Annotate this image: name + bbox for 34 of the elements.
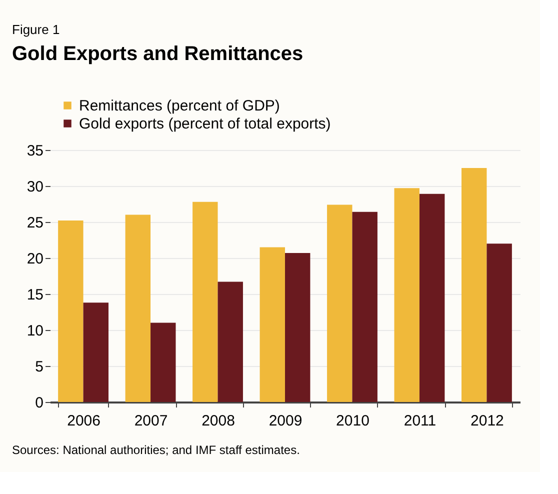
x-tick-label: 2008 xyxy=(202,412,235,430)
y-tick-label: 35 xyxy=(26,142,44,160)
y-tick-label: 10 xyxy=(26,322,44,340)
bar xyxy=(83,302,108,402)
bar xyxy=(352,212,378,402)
bar xyxy=(218,282,243,402)
x-tick-label: 2007 xyxy=(134,412,168,430)
bar xyxy=(125,214,151,402)
x-tick-label: 2006 xyxy=(67,412,100,430)
bar xyxy=(462,168,487,402)
bar xyxy=(394,188,420,402)
bar xyxy=(327,204,352,402)
legend-label: Remittances (percent of GDP) xyxy=(79,98,280,114)
y-tick-label: 20 xyxy=(26,250,44,268)
source-note: Sources: National authorities; and IMF staff estimates. xyxy=(12,443,300,457)
y-tick-label: 15 xyxy=(26,286,44,304)
bar xyxy=(486,244,512,402)
bar xyxy=(192,202,218,402)
bar xyxy=(58,220,84,402)
legend-label: Gold exports (percent of total exports) xyxy=(79,116,331,132)
bar xyxy=(419,194,445,402)
x-tick-label: 2012 xyxy=(470,412,504,430)
y-tick-label: 30 xyxy=(26,178,44,196)
y-tick-label: 5 xyxy=(35,358,44,376)
bar xyxy=(285,252,310,402)
x-tick-label: 2010 xyxy=(336,412,370,430)
x-tick-label: 2011 xyxy=(404,412,436,430)
y-tick-label: 25 xyxy=(26,214,44,232)
bar xyxy=(260,247,285,402)
x-tick-label: 2009 xyxy=(268,412,302,430)
caption: Figure 1 xyxy=(12,22,60,37)
y-tick-label: 0 xyxy=(35,394,44,412)
bar xyxy=(150,322,176,402)
chart-title: Gold Exports and Remittances xyxy=(12,43,304,65)
